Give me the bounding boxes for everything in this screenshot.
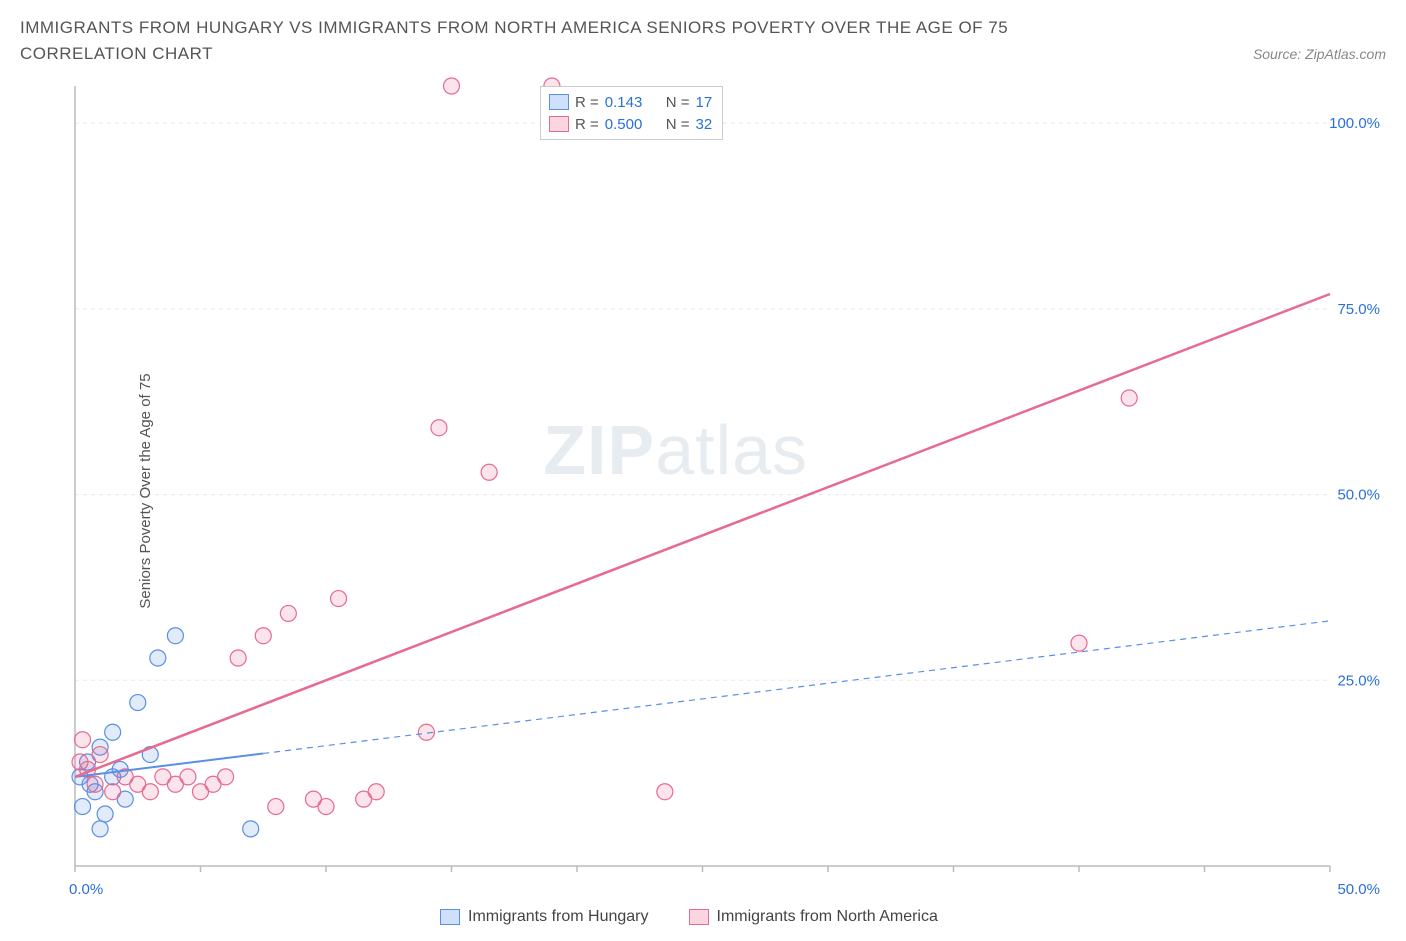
svg-text:25.0%: 25.0% bbox=[1337, 672, 1380, 689]
legend-item: Immigrants from North America bbox=[689, 908, 938, 926]
legend-swatch bbox=[549, 94, 569, 110]
svg-text:50.0%: 50.0% bbox=[1337, 487, 1380, 504]
legend-item: Immigrants from Hungary bbox=[440, 908, 649, 926]
legend-swatch bbox=[440, 909, 460, 925]
svg-text:75.0%: 75.0% bbox=[1337, 301, 1380, 318]
svg-text:0.0%: 0.0% bbox=[69, 881, 103, 898]
correlation-legend: R = 0.143 N = 17 R = 0.500 N = 32 bbox=[540, 86, 723, 140]
chart-title: IMMIGRANTS FROM HUNGARY VS IMMIGRANTS FR… bbox=[20, 15, 1120, 66]
chart-container: Seniors Poverty Over the Age of 75 ZIPat… bbox=[20, 76, 1386, 906]
series-legend: Immigrants from Hungary Immigrants from N… bbox=[20, 908, 1386, 926]
legend-row: R = 0.143 N = 17 bbox=[549, 91, 712, 113]
legend-swatch bbox=[689, 909, 709, 925]
legend-row: R = 0.500 N = 32 bbox=[549, 113, 712, 135]
legend-label: Immigrants from North America bbox=[717, 908, 938, 926]
source-credit: Source: ZipAtlas.com bbox=[1253, 46, 1386, 66]
legend-label: Immigrants from Hungary bbox=[468, 908, 649, 926]
svg-text:50.0%: 50.0% bbox=[1337, 881, 1380, 898]
legend-swatch bbox=[549, 116, 569, 132]
scatter-chart: 25.0% 50.0% 75.0% 100.0% 0.0% 50.0% bbox=[20, 76, 1386, 906]
svg-text:100.0%: 100.0% bbox=[1329, 115, 1380, 132]
y-axis-label: Seniors Poverty Over the Age of 75 bbox=[137, 373, 154, 608]
